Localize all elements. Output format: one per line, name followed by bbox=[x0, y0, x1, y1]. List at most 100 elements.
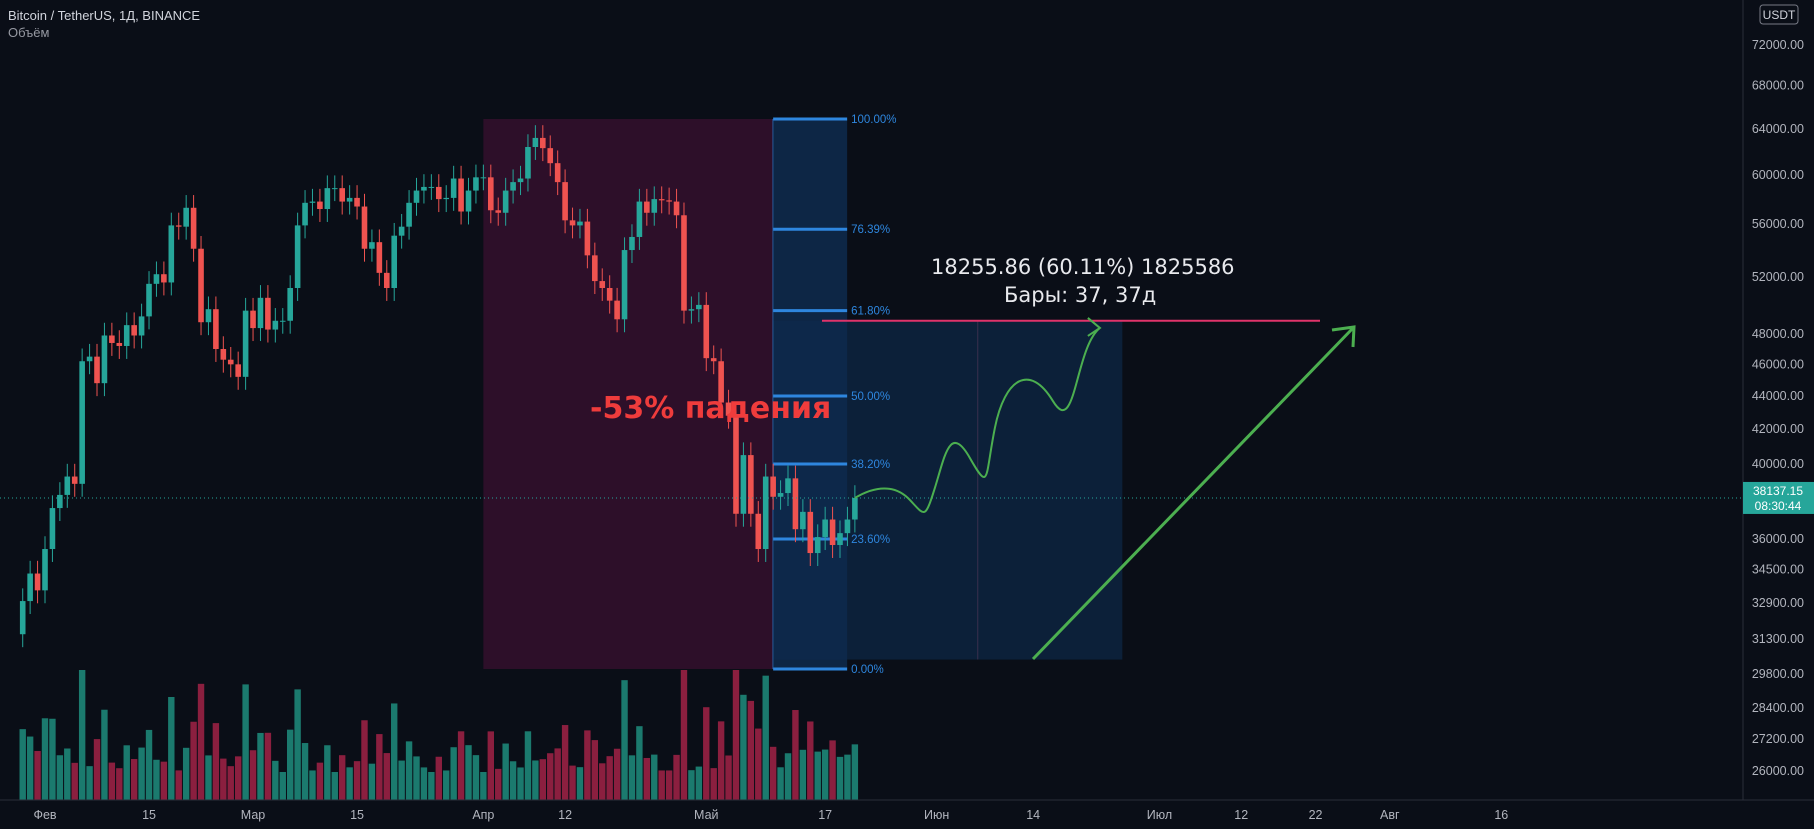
candle[interactable] bbox=[376, 229, 383, 286]
candle[interactable] bbox=[42, 536, 48, 604]
candle[interactable] bbox=[502, 177, 509, 226]
candle[interactable] bbox=[175, 212, 182, 240]
candle[interactable] bbox=[131, 312, 137, 349]
candle[interactable] bbox=[681, 202, 687, 324]
candle[interactable] bbox=[800, 499, 806, 543]
candle[interactable] bbox=[331, 175, 338, 202]
candle[interactable] bbox=[138, 303, 145, 349]
candle[interactable] bbox=[242, 297, 249, 390]
candle[interactable] bbox=[740, 442, 747, 527]
candle[interactable] bbox=[710, 345, 717, 375]
candle[interactable] bbox=[227, 346, 234, 378]
candle[interactable] bbox=[488, 164, 494, 224]
candle[interactable] bbox=[279, 308, 286, 334]
candle[interactable] bbox=[116, 330, 123, 359]
candle[interactable] bbox=[577, 208, 583, 239]
candle[interactable] bbox=[86, 343, 93, 375]
time-axis-ticks[interactable]: Фев 15 Мар 15 Апр 12 Май 17 Июн 14 Июл 12 22 Авг 16 bbox=[33, 808, 1508, 822]
candle[interactable] bbox=[540, 125, 546, 162]
candle[interactable] bbox=[495, 197, 502, 226]
candle[interactable] bbox=[569, 207, 576, 239]
candle[interactable] bbox=[287, 275, 293, 334]
candle[interactable] bbox=[584, 208, 591, 269]
candle[interactable] bbox=[309, 188, 316, 216]
candle[interactable] bbox=[383, 260, 390, 301]
candle[interactable] bbox=[829, 506, 836, 558]
price-axis[interactable] bbox=[1743, 0, 1814, 829]
candle[interactable] bbox=[235, 351, 241, 390]
candle[interactable] bbox=[421, 174, 427, 204]
candle[interactable] bbox=[398, 213, 405, 249]
candle[interactable] bbox=[755, 501, 762, 562]
candle[interactable] bbox=[257, 285, 264, 342]
candle[interactable] bbox=[324, 175, 331, 222]
candle[interactable] bbox=[562, 169, 568, 234]
candle[interactable] bbox=[666, 187, 672, 215]
candle[interactable] bbox=[748, 442, 754, 527]
candle[interactable] bbox=[27, 560, 33, 615]
fibonacci-retracement[interactable]: 100.00% 76.39% 61.80% 50.00% 38.20% 23.60% 0.0… bbox=[773, 114, 897, 676]
candle[interactable] bbox=[532, 125, 539, 160]
candle[interactable] bbox=[354, 185, 360, 220]
candle[interactable] bbox=[190, 195, 197, 262]
candle[interactable] bbox=[592, 242, 598, 295]
candle[interactable] bbox=[339, 175, 345, 215]
candle[interactable] bbox=[34, 560, 41, 604]
candle[interactable] bbox=[49, 495, 56, 562]
candle[interactable] bbox=[777, 480, 784, 510]
candle[interactable] bbox=[220, 336, 227, 373]
candle[interactable] bbox=[673, 188, 680, 229]
candle[interactable] bbox=[725, 389, 732, 429]
candle[interactable] bbox=[250, 297, 256, 342]
candle[interactable] bbox=[79, 348, 85, 497]
candle[interactable] bbox=[762, 463, 769, 562]
candle[interactable] bbox=[428, 174, 435, 200]
candle[interactable] bbox=[413, 177, 420, 216]
candle[interactable] bbox=[346, 185, 353, 215]
candle[interactable] bbox=[844, 506, 851, 547]
candle[interactable] bbox=[272, 308, 279, 343]
candle[interactable] bbox=[391, 222, 398, 301]
candle[interactable] bbox=[814, 524, 821, 566]
candle[interactable] bbox=[696, 292, 702, 323]
candle[interactable] bbox=[406, 190, 412, 240]
candle[interactable] bbox=[517, 165, 524, 196]
candle[interactable] bbox=[57, 482, 63, 522]
candle[interactable] bbox=[599, 268, 606, 301]
candle[interactable] bbox=[123, 312, 130, 359]
candle[interactable] bbox=[153, 261, 160, 297]
candle[interactable] bbox=[785, 465, 791, 506]
candle[interactable] bbox=[361, 193, 368, 262]
candle[interactable] bbox=[644, 188, 650, 226]
candle[interactable] bbox=[450, 165, 457, 211]
candle[interactable] bbox=[64, 463, 71, 508]
candle[interactable] bbox=[770, 463, 776, 510]
candle[interactable] bbox=[547, 135, 554, 177]
candle[interactable] bbox=[473, 164, 479, 204]
volume-indicator-label[interactable]: Объём bbox=[8, 25, 50, 40]
candle[interactable] bbox=[606, 275, 613, 314]
candle[interactable] bbox=[465, 177, 472, 225]
candle[interactable] bbox=[636, 188, 643, 250]
symbol-title[interactable]: Bitcoin / TetherUS, 1Д, BINANCE bbox=[8, 8, 201, 23]
candle[interactable] bbox=[458, 165, 464, 225]
candle[interactable] bbox=[71, 463, 78, 497]
candle[interactable] bbox=[807, 499, 814, 566]
candle[interactable] bbox=[435, 174, 442, 213]
candle[interactable] bbox=[198, 236, 204, 336]
forecast-curve[interactable] bbox=[854, 327, 1101, 513]
candle[interactable] bbox=[792, 465, 799, 543]
candle[interactable] bbox=[302, 190, 308, 239]
candle[interactable] bbox=[109, 322, 115, 356]
candle[interactable] bbox=[852, 485, 858, 533]
candle[interactable] bbox=[94, 343, 100, 397]
candle[interactable] bbox=[822, 506, 828, 551]
candle[interactable] bbox=[205, 296, 212, 336]
candle[interactable] bbox=[443, 185, 450, 213]
trend-arrow-line[interactable] bbox=[1031, 325, 1356, 661]
candle[interactable] bbox=[658, 186, 665, 214]
candle[interactable] bbox=[554, 150, 561, 196]
candle[interactable] bbox=[146, 271, 152, 330]
candle[interactable] bbox=[168, 212, 175, 296]
